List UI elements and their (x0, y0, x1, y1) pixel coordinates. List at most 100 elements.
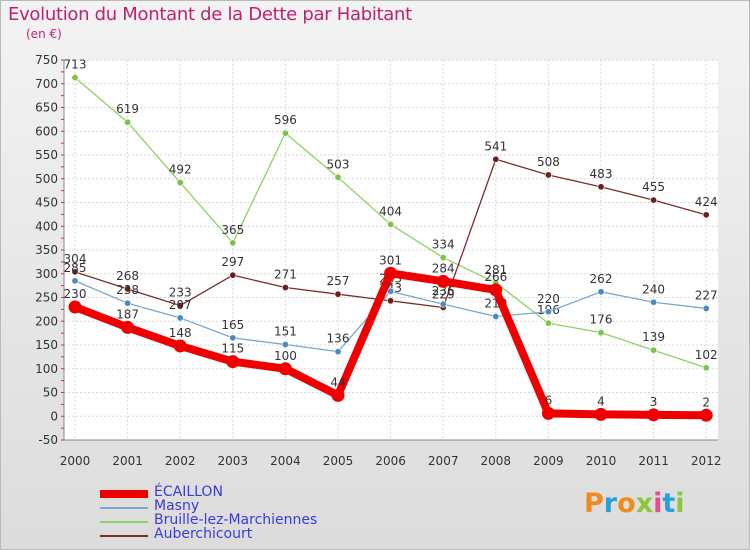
data-label-auberchicourt: 541 (484, 139, 507, 153)
data-point-auberchicourt (71, 268, 79, 276)
data-label-bruille-lez-marchiennes: 404 (379, 204, 402, 218)
data-point-e-caillon (594, 407, 608, 421)
data-label-bruille-lez-marchiennes: 102 (695, 348, 718, 362)
logo-letter: i (653, 488, 663, 519)
data-point-auberchicourt (492, 155, 500, 163)
data-label-e-caillon: 230 (64, 287, 87, 301)
data-label-masny: 207 (169, 298, 192, 312)
data-point-masny (334, 348, 342, 356)
data-label-masny: 285 (64, 261, 87, 275)
proxiti-logo: Proxiti (584, 488, 685, 519)
data-point-e-caillon (278, 362, 292, 376)
y-tick-label: 500 (35, 172, 58, 186)
data-point-e-caillon (541, 406, 555, 420)
data-point-auberchicourt (650, 196, 658, 204)
y-tick-label: 250 (35, 291, 58, 305)
data-label-auberchicourt: 483 (590, 167, 613, 181)
data-label-e-caillon: 44 (330, 375, 345, 389)
data-label-auberchicourt: 271 (274, 268, 297, 282)
data-point-masny (544, 308, 552, 316)
data-label-auberchicourt: 424 (695, 195, 718, 209)
data-point-bruille-lez-marchiennes (439, 254, 447, 262)
data-label-e-caillon: 284 (432, 261, 455, 275)
legend-swatch (100, 490, 148, 498)
data-point-auberchicourt (176, 302, 184, 310)
y-tick-label: 200 (35, 314, 58, 328)
data-point-bruille-lez-marchiennes (176, 179, 184, 187)
y-tick-label: 300 (35, 267, 58, 281)
x-tick-label: 2000 (60, 454, 91, 468)
data-point-auberchicourt (124, 285, 132, 293)
x-tick-label: 2011 (638, 454, 669, 468)
data-point-auberchicourt (544, 171, 552, 179)
data-label-masny: 220 (537, 292, 560, 306)
data-label-bruille-lez-marchiennes: 139 (642, 330, 665, 344)
data-label-e-caillon: 3 (650, 395, 658, 409)
logo-letter: i (675, 488, 685, 519)
data-label-masny: 151 (274, 325, 297, 339)
data-point-bruille-lez-marchiennes (650, 346, 658, 354)
y-tick-label: 550 (35, 148, 58, 162)
data-point-e-caillon (647, 408, 661, 422)
y-tick-label: 350 (35, 243, 58, 257)
chart-legend: ÉCAILLON Masny Bruille-lez-Marchiennes Aube… (100, 484, 400, 543)
data-label-e-caillon: 266 (484, 270, 507, 284)
legend-item-masny: Masny (100, 498, 400, 515)
data-point-e-caillon (226, 355, 240, 369)
legend-item-auberchicourt: Auberchicourt (100, 526, 400, 543)
data-label-masny: 136 (327, 332, 350, 346)
data-point-masny (650, 298, 658, 306)
data-point-bruille-lez-marchiennes (71, 74, 79, 82)
data-label-bruille-lez-marchiennes: 176 (590, 313, 613, 327)
data-point-auberchicourt (702, 211, 710, 219)
legend-label: Auberchicourt (154, 526, 253, 542)
data-label-bruille-lez-marchiennes: 596 (274, 113, 297, 127)
logo-letter: x (635, 488, 654, 519)
data-point-bruille-lez-marchiennes (229, 239, 237, 247)
data-label-bruille-lez-marchiennes: 492 (169, 163, 192, 177)
logo-letter: r (603, 488, 618, 519)
data-label-e-caillon: 6 (545, 393, 553, 407)
data-label-bruille-lez-marchiennes: 365 (221, 223, 244, 237)
y-tick-label: 600 (35, 124, 58, 138)
x-tick-label: 2009 (533, 454, 564, 468)
data-point-bruille-lez-marchiennes (544, 319, 552, 327)
x-tick-label: 2012 (691, 454, 722, 468)
data-point-bruille-lez-marchiennes (387, 220, 395, 228)
x-tick-label: 2006 (375, 454, 406, 468)
data-point-bruille-lez-marchiennes (124, 118, 132, 126)
data-label-auberchicourt: 455 (642, 180, 665, 194)
data-point-auberchicourt (334, 290, 342, 298)
data-point-e-caillon (173, 339, 187, 353)
data-label-e-caillon: 4 (597, 394, 605, 408)
data-label-e-caillon: 148 (169, 326, 192, 340)
legend-swatch (100, 521, 148, 523)
y-tick-label: 50 (43, 386, 58, 400)
data-label-auberchicourt: 508 (537, 155, 560, 169)
logo-letter: o (617, 488, 636, 519)
x-tick-label: 2005 (323, 454, 354, 468)
data-label-e-caillon: 301 (379, 253, 402, 267)
data-point-e-caillon (699, 408, 713, 422)
data-point-masny (702, 304, 710, 312)
y-tick-label: 750 (35, 53, 58, 67)
x-tick-label: 2004 (270, 454, 301, 468)
data-label-auberchicourt: 229 (432, 287, 455, 301)
data-label-bruille-lez-marchiennes: 503 (327, 157, 350, 171)
logo-letter: t (662, 488, 676, 519)
data-label-masny: 238 (116, 283, 139, 297)
y-tick-label: -50 (38, 433, 58, 447)
x-tick-label: 2008 (481, 454, 512, 468)
legend-label: ÉCAILLON (154, 484, 223, 500)
x-tick-label: 2010 (586, 454, 617, 468)
data-label-bruille-lez-marchiennes: 619 (116, 102, 139, 116)
logo-letter: P (584, 488, 604, 519)
legend-item-bruille-lez-marchiennes: Bruille-lez-Marchiennes (100, 512, 400, 529)
data-label-bruille-lez-marchiennes: 334 (432, 238, 455, 252)
y-tick-label: 100 (35, 362, 58, 376)
data-point-masny (124, 299, 132, 307)
data-point-e-caillon (121, 320, 135, 334)
legend-label: Masny (154, 498, 200, 514)
data-label-masny: 262 (590, 272, 613, 286)
x-tick-label: 2007 (428, 454, 459, 468)
